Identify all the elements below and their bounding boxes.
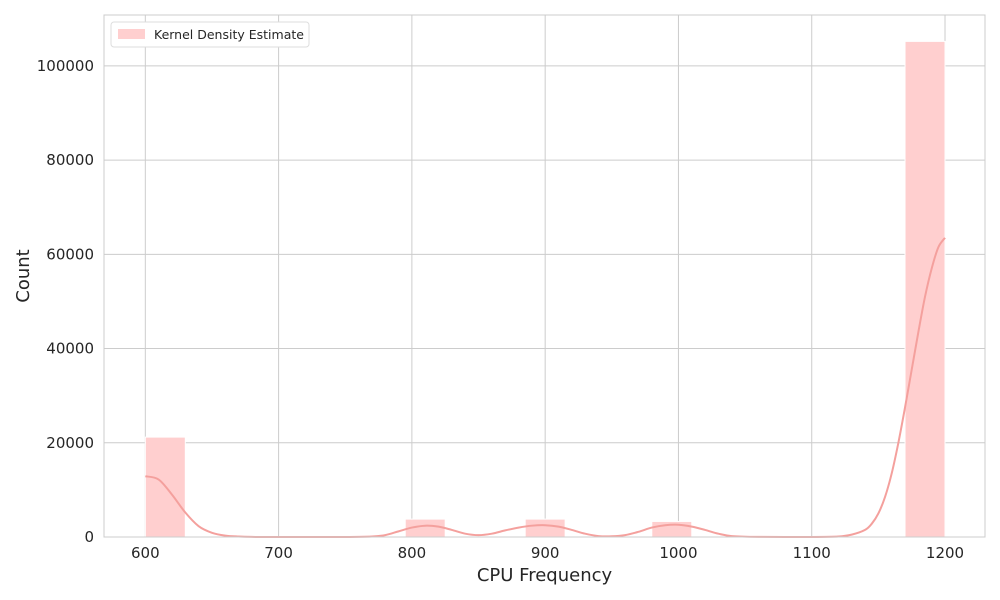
x-tick-label: 1200 (926, 544, 964, 562)
x-tick-label: 900 (531, 544, 560, 562)
y-tick-label: 0 (84, 528, 94, 546)
y-tick-labels: 0 20000 40000 60000 80000 100000 (37, 57, 94, 546)
y-tick-label: 60000 (46, 245, 94, 263)
x-tick-label: 800 (398, 544, 427, 562)
legend-box (110, 21, 310, 48)
y-tick-label: 80000 (46, 151, 94, 169)
legend-label: Kernel Density Estimate (154, 27, 304, 42)
x-axis-label: CPU Frequency (477, 565, 613, 586)
x-tick-label: 700 (264, 544, 293, 562)
y-axis-label: Count (13, 249, 34, 302)
y-tick-label: 100000 (37, 57, 94, 75)
x-tick-label: 1100 (793, 544, 831, 562)
histogram-bar (904, 40, 946, 538)
x-tick-label: 1000 (659, 544, 697, 562)
histogram-bar (524, 518, 566, 538)
legend-swatch (118, 29, 145, 39)
y-tick-label: 20000 (46, 434, 94, 452)
plot-frame (103, 14, 986, 538)
x-tick-labels: 600 700 800 900 1000 1100 1200 (131, 544, 964, 562)
x-tick-label: 600 (131, 544, 160, 562)
legend: Kernel Density Estimate (110, 21, 310, 48)
y-tick-label: 40000 (46, 340, 94, 358)
